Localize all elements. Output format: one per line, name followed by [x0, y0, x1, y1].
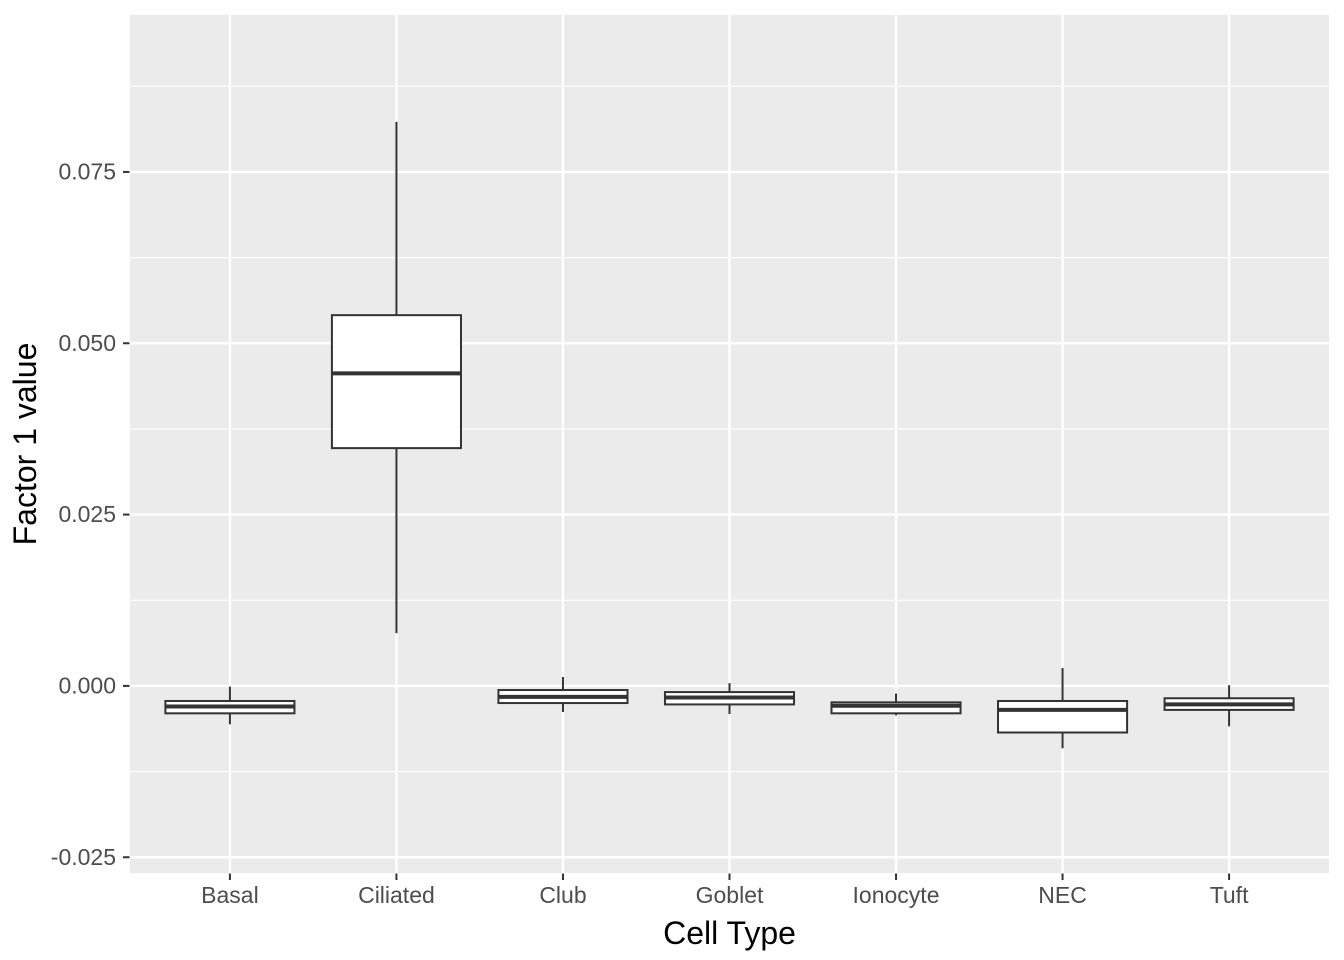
x-tick-label: Tuft — [1210, 882, 1249, 908]
boxes-layer — [164, 121, 1295, 749]
box-club — [497, 677, 629, 712]
iqr-box — [330, 314, 462, 450]
x-tick-label: Ciliated — [358, 882, 435, 908]
axis-layer: -0.025 0.000 0.025 0.050 0.075 Basal Ciliated C… — [51, 159, 1249, 908]
y-tick-label: -0.025 — [51, 844, 116, 870]
x-tick-label: Goblet — [696, 882, 764, 908]
y-axis-title: Factor 1 value — [7, 343, 43, 546]
x-tick-label: NEC — [1038, 882, 1087, 908]
x-tick-label: Basal — [201, 882, 259, 908]
y-tick-label: 0.025 — [58, 501, 116, 527]
box-ciliated — [330, 121, 462, 634]
x-tick-label: Ionocyte — [853, 882, 940, 908]
grid-layer — [130, 15, 1329, 873]
y-tick-label: 0.000 — [58, 673, 116, 699]
box-tuft — [1163, 685, 1295, 727]
box-goblet — [663, 683, 796, 715]
y-tick-label: 0.075 — [58, 159, 116, 185]
iqr-box — [830, 701, 962, 715]
x-axis-title: Cell Type — [663, 915, 796, 951]
iqr-box — [997, 699, 1129, 734]
y-tick-label: 0.050 — [58, 330, 116, 356]
box-nec — [997, 668, 1129, 749]
x-tick-label: Club — [539, 882, 586, 908]
box-basal — [164, 686, 296, 725]
box-ionocyte — [830, 693, 962, 716]
